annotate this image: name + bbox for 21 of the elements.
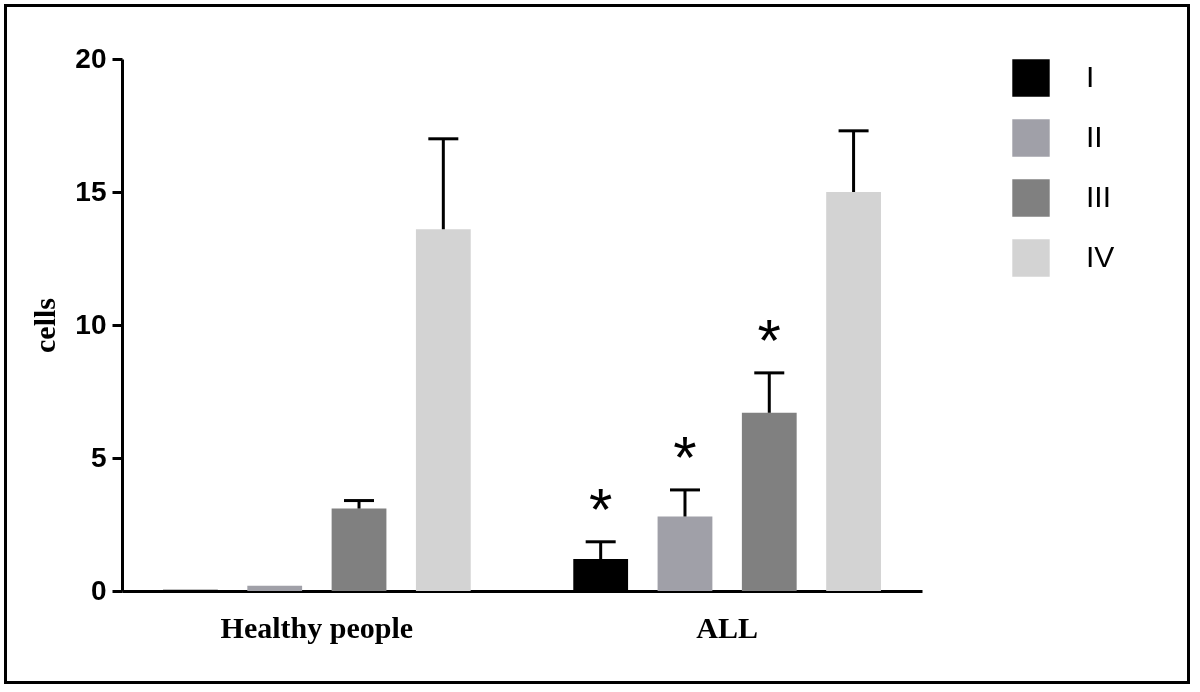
legend-label: II [1086, 120, 1103, 153]
bar [415, 229, 471, 591]
annotation: * [673, 423, 697, 491]
annotation: * [757, 306, 781, 374]
legend-label: IV [1086, 240, 1115, 273]
bar [826, 192, 881, 591]
y-tick-label: 20 [75, 42, 107, 74]
bar [331, 508, 387, 591]
y-tick-label: 0 [90, 574, 107, 606]
legend-label: III [1086, 180, 1112, 213]
y-tick-label: 5 [90, 441, 107, 473]
x-tick-label: ALL [696, 610, 758, 644]
x-tick-label: Healthy people [220, 610, 414, 644]
annotation: * [589, 475, 613, 543]
y-axis-title: cells [28, 298, 62, 353]
bar [247, 585, 303, 591]
legend-label: I [1086, 60, 1095, 93]
bar [741, 412, 797, 591]
y-tick-label: 10 [75, 308, 107, 340]
bar [657, 516, 713, 591]
y-tick-label: 15 [75, 175, 107, 207]
